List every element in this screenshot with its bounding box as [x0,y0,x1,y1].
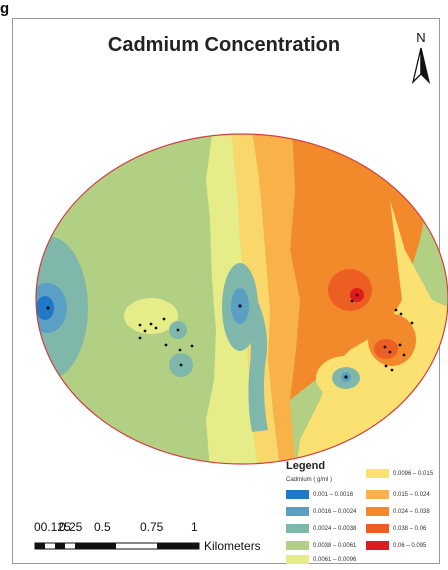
legend-swatch [286,555,309,564]
legend-item: 0.0061 – 0.0096 [286,554,356,565]
legend-item: 0.0016 – 0.0024 [286,506,356,517]
scale-unit: Kilometers [204,539,261,553]
legend-item: 0.038 – 0.06 [366,523,426,534]
legend-label: 0.0024 – 0.0038 [313,525,357,532]
legend-label: 0.0016 – 0.0024 [313,508,357,515]
legend-swatch [366,507,389,516]
legend-item: 0.024 – 0.038 [366,506,430,517]
map-title: Cadmium Concentration [107,34,341,56]
legend-label: 0.038 – 0.06 [393,525,427,532]
north-letter: N [416,30,426,45]
legend-swatch [366,469,389,478]
scale-label: 0.75 [140,520,164,534]
legend-label: 0.0038 – 0.0061 [313,542,357,549]
figure-label: g [0,0,10,17]
zone-024-038 [290,134,430,400]
legend-title: Legend [286,460,326,472]
sample-points [46,293,414,379]
legend-swatch [366,541,389,550]
scale-label: 1 [191,520,198,534]
legend-item: 0.0038 – 0.0061 [286,540,356,551]
legend-item: 0.001 – 0.0016 [286,489,353,500]
legend-label: 0.0061 – 0.0096 [313,556,357,563]
legend-swatch [286,541,309,550]
legend: Legend Cadmium ( g/ml ) 0.001 – 0.0016 0… [276,458,438,564]
legend-swatch [286,490,309,499]
legend-item: 0.0096 – 0.015 [366,468,433,479]
legend-swatch [286,524,309,533]
legend-subtitle: Cadmium ( g/ml ) [286,477,333,483]
legend-label: 0.0096 – 0.015 [393,470,434,477]
scale-label: 00.125 [34,520,71,534]
scale-bar-graphic [34,542,200,550]
legend-label: 0.024 – 0.038 [393,508,430,515]
north-arrow-icon: N [410,30,432,86]
legend-swatch [366,524,389,533]
scale-label: 0.5 [94,520,111,534]
scale-label: 0.25 [59,520,83,534]
legend-label: 0.001 – 0.0016 [313,491,354,498]
legend-label: 0.015 – 0.024 [393,491,430,498]
legend-label: 0.06 – 0.095 [393,542,427,549]
legend-swatch [286,507,309,516]
legend-swatch [366,490,389,499]
scale-bar: 00.125 0.25 0.5 0.75 1 Kilometers [34,520,284,560]
legend-item: 0.015 – 0.024 [366,489,430,500]
study-area-boundary [35,133,448,465]
legend-item: 0.0024 – 0.0038 [286,523,356,534]
legend-item: 0.06 – 0.095 [366,540,426,551]
zone-015-024 [252,134,300,464]
